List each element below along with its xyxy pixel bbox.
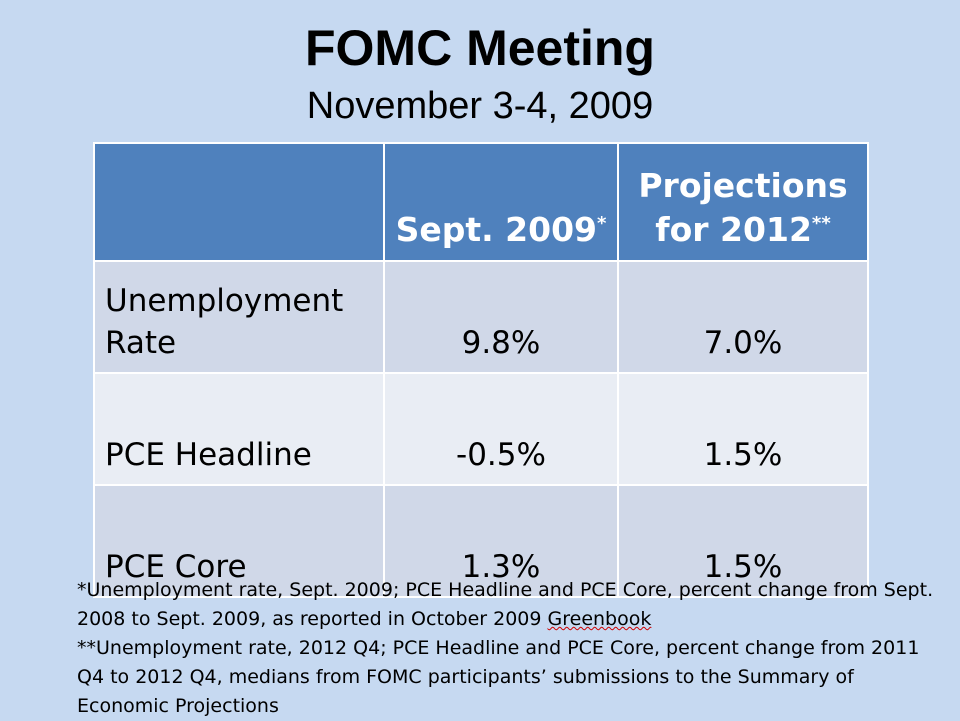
table-row-pce-headline: PCE Headline -0.5% 1.5% — [93, 372, 869, 486]
cell-pce-core-sept-2009: 1.3% — [383, 484, 619, 598]
slide-title: FOMC Meeting — [305, 20, 655, 76]
header-sept-2009: Sept. 2009* — [383, 142, 619, 262]
row-label-unemployment: Unemployment Rate — [93, 260, 385, 374]
row-label-pce-headline: PCE Headline — [93, 372, 385, 486]
table-header-row: Sept. 2009* Projections for 2012** — [93, 142, 869, 262]
cell-unemployment-sept-2009: 9.8% — [383, 260, 619, 374]
cell-pce-headline-sept-2009: -0.5% — [383, 372, 619, 486]
slide-subtitle: November 3-4, 2009 — [306, 85, 654, 127]
header-projections-marker: ** — [811, 213, 831, 234]
footnote-single-asterisk: *Unemployment rate, Sept. 2009; PCE Head… — [77, 576, 937, 634]
header-sept-2009-label: Sept. 2009 — [395, 210, 597, 249]
table-row-pce-core: PCE Core 1.3% 1.5% — [93, 484, 869, 598]
cell-pce-core-projection-2012: 1.5% — [617, 484, 869, 598]
header-projections-line1: Projections — [638, 166, 848, 205]
row-label-pce-core: PCE Core — [93, 484, 385, 598]
footnote-double-asterisk: **Unemployment rate, 2012 Q4; PCE Headli… — [77, 637, 920, 717]
cell-unemployment-projection-2012: 7.0% — [617, 260, 869, 374]
row-label-unemployment-line2: Rate — [105, 325, 177, 361]
spellcheck-flagged-word: Greenbook — [547, 608, 652, 630]
projections-table: Sept. 2009* Projections for 2012** Unempl… — [93, 142, 869, 598]
header-sept-2009-marker: * — [597, 213, 607, 234]
footnotes: *Unemployment rate, Sept. 2009; PCE Head… — [77, 576, 937, 721]
row-label-unemployment-line1: Unemployment — [105, 283, 344, 319]
footnote-1-text: *Unemployment rate, Sept. 2009; PCE Head… — [77, 579, 934, 630]
cell-pce-headline-projection-2012: 1.5% — [617, 372, 869, 486]
header-projections-2012: Projections for 2012** — [617, 142, 869, 262]
table-row-unemployment: Unemployment Rate 9.8% 7.0% — [93, 260, 869, 374]
header-empty-cell — [93, 142, 385, 262]
header-projections-line2: for 2012 — [655, 210, 812, 249]
